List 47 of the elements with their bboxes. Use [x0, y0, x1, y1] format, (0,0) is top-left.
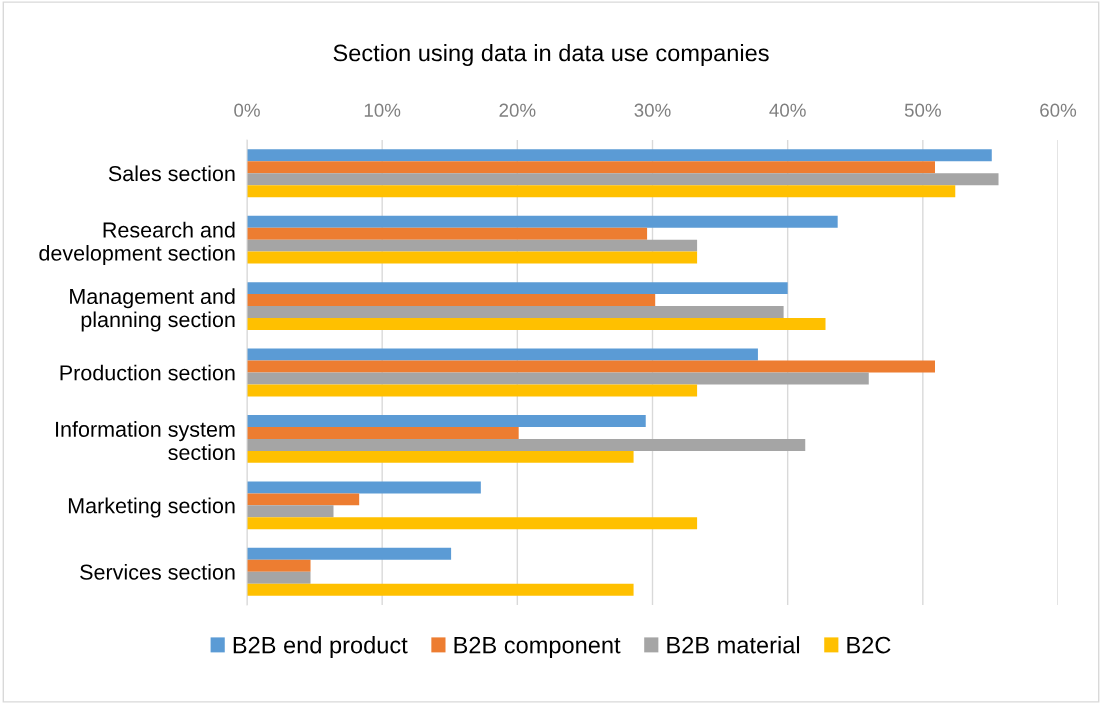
bar: [247, 251, 698, 264]
bar: [247, 239, 698, 252]
bar: [247, 517, 698, 530]
x-tick-label: 0%: [234, 103, 260, 117]
x-tick-label: 60%: [1040, 103, 1077, 117]
bar: [247, 348, 758, 361]
x-tick-label: 40%: [769, 103, 806, 117]
x-tick-label: 30%: [634, 103, 671, 117]
x-tick-label: 50%: [904, 103, 941, 117]
bar: [247, 505, 334, 518]
bar: [247, 227, 648, 240]
bar: [247, 571, 311, 584]
legend-label: B2B end product: [233, 636, 408, 659]
bar: [247, 360, 935, 373]
bar: [247, 559, 311, 572]
bar: [247, 384, 698, 397]
bar: [247, 185, 956, 198]
y-tick-label: Management and planning section: [70, 288, 235, 332]
bar: [247, 215, 838, 228]
bar: [247, 426, 519, 439]
chart-title: Section using data in data use companies: [333, 44, 769, 66]
y-tick-label: Information system section: [56, 421, 235, 461]
legend-label: B2B component: [454, 636, 621, 659]
y-tick-label: Marketing section: [68, 497, 235, 518]
bar: [247, 282, 788, 295]
bar: [247, 493, 360, 506]
bar: [247, 306, 784, 319]
bar: [247, 149, 992, 162]
bar: [247, 173, 999, 186]
legend-label: B2B material: [667, 636, 800, 654]
y-tick-label: Research and development section: [39, 221, 235, 266]
bar: [247, 583, 634, 596]
bar: [247, 161, 935, 174]
bar: [247, 415, 646, 427]
y-tick-label: Sales section: [108, 165, 235, 182]
y-tick-label: Services section: [80, 563, 235, 580]
bar: [247, 318, 826, 330]
bar: [247, 481, 481, 494]
bar: [247, 547, 452, 560]
bar: [247, 450, 634, 463]
x-tick-label: 10%: [364, 103, 401, 117]
legend-label: B2C: [847, 636, 891, 654]
x-tick-label: 20%: [499, 103, 536, 117]
bar: [247, 438, 806, 451]
bar: [247, 294, 656, 307]
bar: [247, 372, 869, 385]
y-tick-label: Production section: [60, 364, 235, 381]
